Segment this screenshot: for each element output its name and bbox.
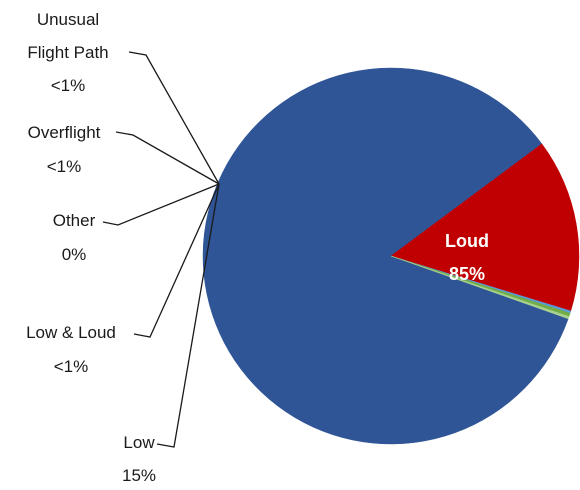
pie-slice-low [390, 143, 580, 312]
pie-slice-unusual-flight-path [390, 255, 570, 320]
label-low-name: Low [123, 433, 155, 452]
slices-layer [202, 67, 580, 445]
label-low-value: 15% [122, 466, 156, 485]
label-unusual-line2: Flight Path [27, 43, 108, 62]
slice-label-loud-value: 85% [449, 264, 485, 284]
leader-unusual-flight-path [128, 51, 220, 185]
pie-slice-loud [202, 67, 569, 445]
label-other-value: 0% [62, 245, 87, 264]
label-overflight-value: <1% [47, 157, 82, 176]
leader-lines-layer [102, 51, 220, 448]
leader-overflight [115, 131, 220, 185]
leader-low [156, 183, 220, 448]
label-other-name: Other [53, 211, 96, 230]
label-unusual-line1: Unusual [37, 10, 99, 29]
label-unusual-value: <1% [51, 76, 86, 95]
leader-other [102, 183, 220, 226]
label-low-loud-value: <1% [54, 357, 89, 376]
leader-low-loud [133, 183, 220, 338]
label-overflight-name: Overflight [28, 123, 101, 142]
slice-label-loud-name: Loud [445, 231, 489, 251]
label-low-loud-name: Low & Loud [26, 323, 116, 342]
